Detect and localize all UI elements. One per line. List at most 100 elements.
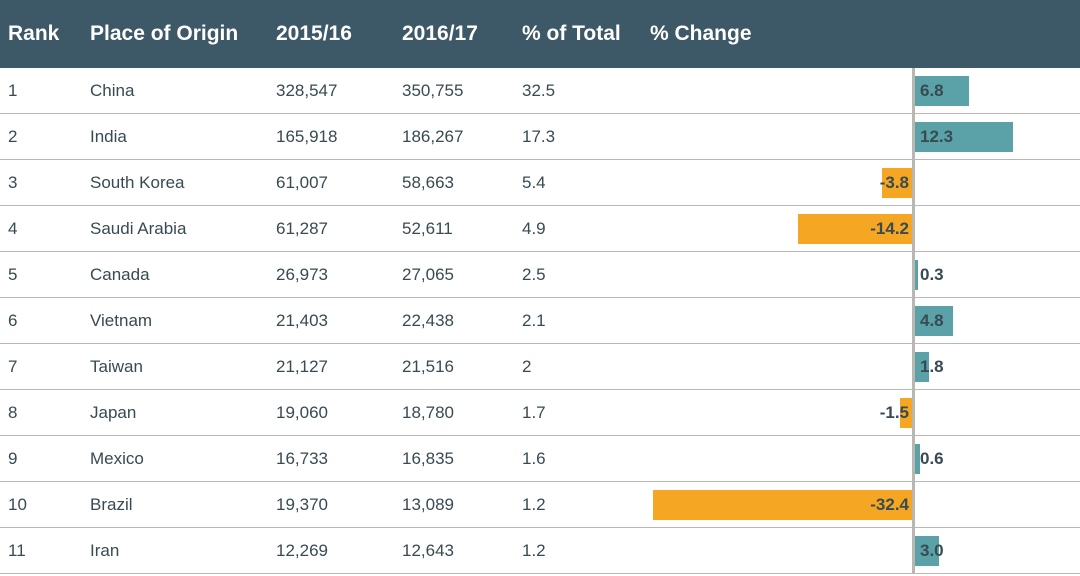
cell-y1516: 61,287	[276, 219, 402, 239]
cell-place: Iran	[90, 541, 276, 561]
cell-y1516: 19,370	[276, 495, 402, 515]
cell-pct_total: 2	[522, 357, 650, 377]
cell-change: 0.6	[650, 436, 1070, 481]
table-row: 10Brazil19,37013,0891.2 -32.4	[0, 482, 1080, 528]
cell-y1516: 328,547	[276, 81, 402, 101]
cell-y1617: 18,780	[402, 403, 522, 423]
table-row: 7Taiwan21,12721,5162 1.8	[0, 344, 1080, 390]
cell-rank: 10	[8, 495, 90, 515]
change-bar-positive	[915, 260, 918, 290]
cell-place: Taiwan	[90, 357, 276, 377]
cell-rank: 11	[8, 541, 90, 561]
col-header-place: Place of Origin	[90, 22, 276, 46]
cell-y1617: 22,438	[402, 311, 522, 331]
cell-place: Japan	[90, 403, 276, 423]
cell-y1617: 16,835	[402, 449, 522, 469]
cell-rank: 6	[8, 311, 90, 331]
table-row: 6Vietnam21,40322,4382.1 4.8	[0, 298, 1080, 344]
cell-rank: 7	[8, 357, 90, 377]
change-value-label: 4.8	[920, 311, 944, 331]
table-body: 1China328,547350,75532.56.82India165,918…	[0, 68, 1080, 574]
cell-place: Vietnam	[90, 311, 276, 331]
cell-change: -32.4	[650, 482, 1070, 527]
table-row: 2India165,918186,26717.3 12.3	[0, 114, 1080, 160]
cell-pct_total: 1.7	[522, 403, 650, 423]
col-header-rank: Rank	[8, 22, 90, 46]
col-header-2015-16: 2015/16	[276, 22, 402, 46]
change-value-label: -1.5	[880, 403, 909, 423]
cell-pct_total: 1.6	[522, 449, 650, 469]
cell-y1617: 58,663	[402, 173, 522, 193]
cell-y1617: 186,267	[402, 127, 522, 147]
cell-y1516: 12,269	[276, 541, 402, 561]
cell-place: South Korea	[90, 173, 276, 193]
table-header-row: Rank Place of Origin 2015/16 2016/17 % o…	[0, 0, 1080, 68]
col-header-change: % Change	[650, 22, 1070, 46]
cell-y1516: 16,733	[276, 449, 402, 469]
cell-pct_total: 17.3	[522, 127, 650, 147]
table-row: 3South Korea61,00758,6635.4 -3.8	[0, 160, 1080, 206]
cell-pct_total: 1.2	[522, 495, 650, 515]
cell-pct_total: 5.4	[522, 173, 650, 193]
cell-place: China	[90, 81, 276, 101]
cell-place: Canada	[90, 265, 276, 285]
cell-y1516: 26,973	[276, 265, 402, 285]
cell-rank: 4	[8, 219, 90, 239]
cell-pct_total: 2.5	[522, 265, 650, 285]
cell-change: 1.8	[650, 344, 1070, 389]
cell-y1516: 21,127	[276, 357, 402, 377]
cell-y1516: 21,403	[276, 311, 402, 331]
change-value-label: 12.3	[920, 127, 953, 147]
change-value-label: 1.8	[920, 357, 944, 377]
cell-y1516: 61,007	[276, 173, 402, 193]
cell-rank: 9	[8, 449, 90, 469]
cell-y1617: 52,611	[402, 219, 522, 239]
cell-y1617: 27,065	[402, 265, 522, 285]
change-axis	[912, 390, 915, 435]
cell-change: 3.0	[650, 528, 1070, 573]
cell-place: India	[90, 127, 276, 147]
table-row: 8Japan19,06018,7801.7 -1.5	[0, 390, 1080, 436]
change-value-label: 6.8	[920, 81, 944, 101]
cell-pct_total: 1.2	[522, 541, 650, 561]
change-axis	[912, 482, 915, 527]
change-value-label: 0.3	[920, 265, 944, 285]
cell-change: -3.8	[650, 160, 1070, 205]
col-header-pct-total: % of Total	[522, 22, 650, 46]
cell-change: 0.3	[650, 252, 1070, 297]
cell-rank: 5	[8, 265, 90, 285]
cell-place: Saudi Arabia	[90, 219, 276, 239]
change-value-label: -14.2	[870, 219, 909, 239]
cell-y1617: 13,089	[402, 495, 522, 515]
cell-rank: 8	[8, 403, 90, 423]
cell-pct_total: 32.5	[522, 81, 650, 101]
change-value-label: 0.6	[920, 449, 944, 469]
cell-rank: 1	[8, 81, 90, 101]
cell-pct_total: 2.1	[522, 311, 650, 331]
change-value-label: -32.4	[870, 495, 909, 515]
table-row: 4Saudi Arabia61,28752,6114.9-14.2	[0, 206, 1080, 252]
cell-y1516: 19,060	[276, 403, 402, 423]
table-row: 1China328,547350,75532.5 6.8	[0, 68, 1080, 114]
cell-rank: 3	[8, 173, 90, 193]
change-axis	[912, 160, 915, 205]
cell-place: Mexico	[90, 449, 276, 469]
table-row: 11Iran12,26912,6431.2 3.0	[0, 528, 1080, 574]
cell-change: -1.5	[650, 390, 1070, 435]
change-value-label: -3.8	[880, 173, 909, 193]
cell-y1516: 165,918	[276, 127, 402, 147]
cell-change: 12.3	[650, 114, 1070, 159]
change-axis	[912, 206, 915, 251]
col-header-2016-17: 2016/17	[402, 22, 522, 46]
cell-place: Brazil	[90, 495, 276, 515]
cell-rank: 2	[8, 127, 90, 147]
cell-y1617: 21,516	[402, 357, 522, 377]
origin-table: Rank Place of Origin 2015/16 2016/17 % o…	[0, 0, 1080, 574]
cell-change: -14.2	[650, 206, 1070, 251]
table-row: 5Canada26,97327,0652.5 0.3	[0, 252, 1080, 298]
change-value-label: 3.0	[920, 541, 944, 561]
cell-change: 6.8	[650, 68, 1070, 113]
cell-y1617: 12,643	[402, 541, 522, 561]
cell-change: 4.8	[650, 298, 1070, 343]
cell-y1617: 350,755	[402, 81, 522, 101]
